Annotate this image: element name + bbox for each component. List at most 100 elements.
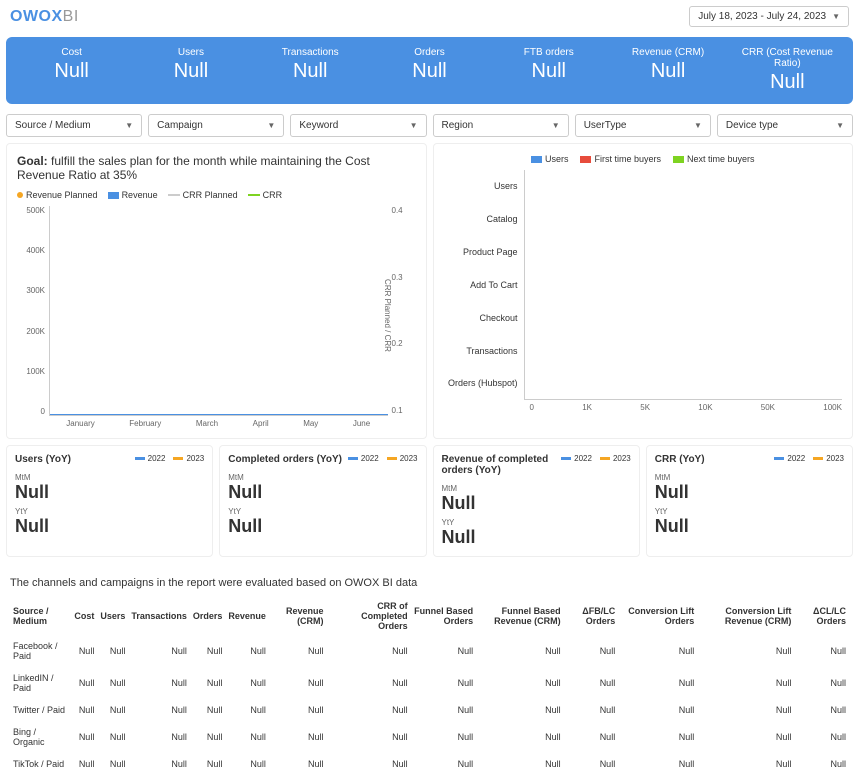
yoy-title: CRR (YoY) [655,454,705,465]
table-cell: Null [697,753,794,775]
kpi-value: Null [54,60,88,82]
funnel-stage-labels: UsersCatalogProduct PageAdd To CartCheck… [444,170,524,400]
yoy-legend: 20222023 [561,454,631,463]
filter-region[interactable]: Region▼ [433,114,569,137]
yoy-yty-value: Null [442,527,631,548]
table-cell: Null [618,699,697,721]
table-cell: Null [476,667,564,699]
table-cell: Null [71,667,97,699]
table-cell: Null [190,635,226,667]
table-header: Revenue (CRM) [269,597,327,635]
table-header: CRR of Completed Orders [327,597,411,635]
table-cell: Null [190,721,226,753]
table-cell: Null [71,635,97,667]
filter-source-medium[interactable]: Source / Medium▼ [6,114,142,137]
legend-label: CRR [263,190,283,200]
table-cell: Null [71,721,97,753]
goal-prefix: Goal: [17,154,48,168]
table-cell: Null [190,753,226,775]
table-cell: Null [190,699,226,721]
kpi-ftb-orders: FTB ordersNull [489,47,608,94]
table-cell: Null [476,699,564,721]
filter-row: Source / Medium▼Campaign▼Keyword▼Region▼… [0,108,859,143]
y-tick: 0.1 [392,406,412,415]
filter-label: Keyword [299,120,338,131]
funnel-stage: Users [444,181,518,191]
table-header: Conversion Lift Orders [618,597,697,635]
kpi-value: Null [770,71,804,93]
table-cell: Null [128,667,190,699]
yoy-legend: 20222023 [348,454,418,463]
kpi-label: Transactions [251,47,370,58]
table-cell: Null [618,635,697,667]
table-cell: Null [71,753,97,775]
funnel-chart: UsersCatalogProduct PageAdd To CartCheck… [444,170,843,400]
table-cell: Null [269,699,327,721]
table-cell: Null [794,753,849,775]
chevron-down-icon: ▼ [267,121,275,130]
table-cell: Null [225,699,269,721]
yoy-mtm-value: Null [15,482,204,503]
goal-plot: 0.40.30.20.1 [49,206,388,416]
yoy-yty-value: Null [655,516,844,537]
yoy-mtm-label: MtM [15,473,204,482]
chevron-down-icon: ▼ [832,12,840,21]
table-header-row: Source / MediumCostUsersTransactionsOrde… [10,597,849,635]
table-header: Funnel Based Revenue (CRM) [476,597,564,635]
table-cell: Null [618,753,697,775]
table-cell: Null [411,667,476,699]
table-cell: Null [411,721,476,753]
goal-y-right: 0.40.30.20.1 [392,206,412,415]
table-cell: TikTok / Paid [10,753,71,775]
header: OWOXBI July 18, 2023 - July 24, 2023 ▼ [0,0,859,33]
kpi-value: Null [293,60,327,82]
table-row: Facebook / PaidNullNullNullNullNullNullN… [10,635,849,667]
filter-campaign[interactable]: Campaign▼ [148,114,284,137]
yoy-yty-label: YtY [228,507,417,516]
table-section: The channels and campaigns in the report… [0,563,859,781]
logo: OWOXBI [10,8,79,26]
yoy-yty-label: YtY [655,507,844,516]
x-tick: 50K [761,403,775,412]
table-cell: LinkedIN / Paid [10,667,71,699]
table-cell: Null [564,753,619,775]
table-cell: Null [564,635,619,667]
yoy-yty-value: Null [228,516,417,537]
kpi-label: CRR (Cost Revenue Ratio) [728,47,847,69]
table-cell: Null [269,667,327,699]
yoy-mtm-label: MtM [442,484,631,493]
kpi-crr-cost-revenue-ratio-: CRR (Cost Revenue Ratio)Null [728,47,847,94]
funnel-stage: Transactions [444,346,518,356]
kpi-bar: CostNullUsersNullTransactionsNullOrdersN… [6,37,853,104]
table-cell: Facebook / Paid [10,635,71,667]
yoy-card: Completed orders (YoY)20222023MtMNullYtY… [219,445,426,557]
y-tick: 100K [17,367,45,376]
filter-usertype[interactable]: UserType▼ [575,114,711,137]
y-tick: 500K [17,206,45,215]
table-header: Funnel Based Orders [411,597,476,635]
legend-label: First time buyers [594,154,661,164]
kpi-revenue-crm-: Revenue (CRM)Null [608,47,727,94]
kpi-value: Null [412,60,446,82]
goal-y-right-label: CRR Planned / CRR [383,279,392,352]
logo-suffix: BI [63,8,79,25]
table-header: ΔFB/LC Orders [564,597,619,635]
yoy-mtm-value: Null [442,493,631,514]
filter-device-type[interactable]: Device type▼ [717,114,853,137]
goal-legend: Revenue PlannedRevenueCRR PlannedCRR [17,190,416,200]
table-cell: Null [618,667,697,699]
goal-y-left: 500K400K300K200K100K0 [17,206,49,416]
yoy-mtm-value: Null [228,482,417,503]
date-range-picker[interactable]: July 18, 2023 - July 24, 2023 ▼ [689,6,849,27]
table-cell: Null [327,753,411,775]
goal-description: fulfill the sales plan for the month whi… [17,154,370,182]
chevron-down-icon: ▼ [836,121,844,130]
table-cell: Bing / Organic [10,721,71,753]
table-cell: Null [225,721,269,753]
x-tick: 10K [698,403,712,412]
yoy-legend: 20222023 [135,454,205,463]
filter-keyword[interactable]: Keyword▼ [290,114,426,137]
table-row: Bing / OrganicNullNullNullNullNullNullNu… [10,721,849,753]
filter-label: Source / Medium [15,120,91,131]
channels-table: Source / MediumCostUsersTransactionsOrde… [10,597,849,775]
